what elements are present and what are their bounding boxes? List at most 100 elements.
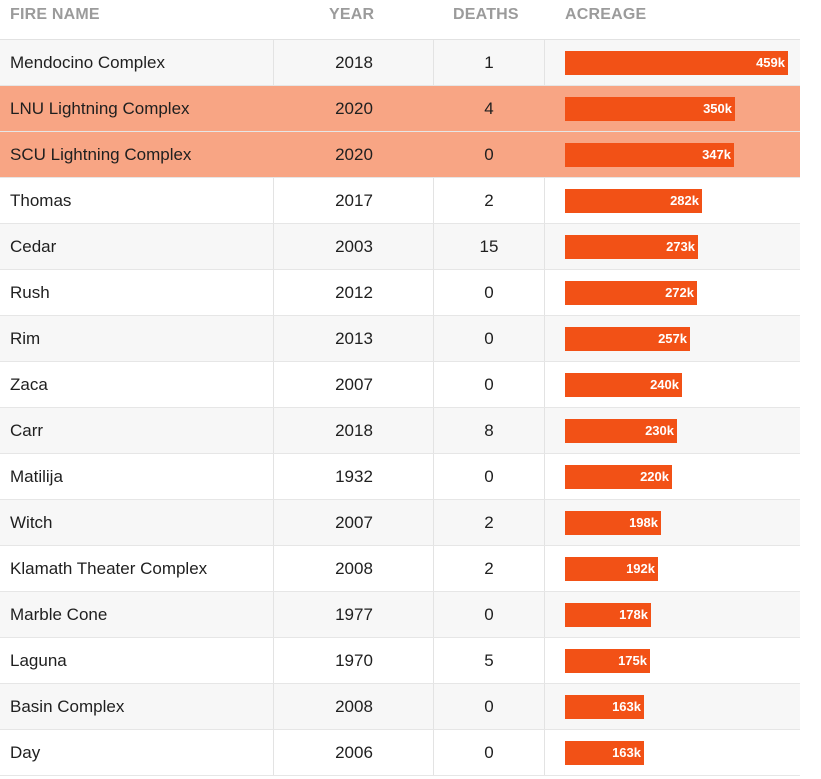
table-row: Basin Complex 2008 0 163k	[0, 684, 800, 730]
column-divider	[433, 638, 434, 683]
header-deaths[interactable]: DEATHS	[453, 6, 519, 23]
fire-name-cell: SCU Lightning Complex	[10, 145, 192, 164]
deaths-cell: 0	[484, 743, 494, 762]
fire-name-cell: LNU Lightning Complex	[10, 99, 190, 118]
acreage-bar-label: 175k	[618, 653, 647, 668]
acreage-bar: 175k	[565, 649, 650, 673]
acreage-cell: 220k	[545, 454, 800, 499]
acreage-cell: 230k	[545, 408, 800, 453]
acreage-bar-label: 347k	[702, 147, 731, 162]
acreage-bar-label: 459k	[756, 55, 785, 70]
column-divider	[433, 500, 434, 545]
acreage-bar: 350k	[565, 97, 735, 121]
column-divider	[273, 316, 274, 361]
acreage-bar: 230k	[565, 419, 677, 443]
acreage-cell: 282k	[545, 178, 800, 223]
fire-name-cell: Laguna	[10, 651, 67, 670]
acreage-bar: 178k	[565, 603, 651, 627]
deaths-cell: 2	[484, 513, 494, 532]
acreage-cell: 163k	[545, 730, 800, 775]
table-row: LNU Lightning Complex 2020 4 350k	[0, 86, 800, 132]
header-fire-name[interactable]: FIRE NAME	[10, 6, 100, 23]
column-divider	[273, 500, 274, 545]
deaths-cell: 0	[484, 375, 494, 394]
column-divider	[544, 592, 545, 637]
fire-name-cell: Rim	[10, 329, 41, 348]
deaths-cell: 0	[484, 697, 494, 716]
year-cell: 2007	[335, 375, 373, 394]
year-cell: 2008	[335, 559, 373, 578]
column-divider	[544, 454, 545, 499]
year-cell: 2013	[335, 329, 373, 348]
column-divider	[433, 40, 434, 85]
column-divider	[273, 730, 274, 775]
fire-name-cell: Thomas	[10, 191, 72, 210]
year-cell: 1977	[335, 605, 373, 624]
year-cell: 1970	[335, 651, 373, 670]
acreage-bar-label: 163k	[612, 745, 641, 760]
year-cell: 2017	[335, 191, 373, 210]
column-divider	[544, 132, 545, 177]
fire-name-cell: Carr	[10, 421, 44, 440]
table-row: Witch 2007 2 198k	[0, 500, 800, 546]
deaths-cell: 1	[484, 53, 494, 72]
table-body: Mendocino Complex 2018 1 459k LNU Lightning …	[0, 40, 800, 776]
table-row: Marble Cone 1977 0 178k	[0, 592, 800, 638]
acreage-bar-label: 350k	[703, 101, 732, 116]
acreage-bar-label: 178k	[619, 607, 648, 622]
acreage-bar-label: 272k	[665, 285, 694, 300]
column-divider	[433, 178, 434, 223]
acreage-bar: 220k	[565, 465, 672, 489]
fire-name-cell: Zaca	[10, 375, 48, 394]
year-cell: 2018	[335, 421, 373, 440]
column-divider	[544, 546, 545, 591]
deaths-cell: 0	[484, 467, 494, 486]
column-divider	[273, 40, 274, 85]
acreage-cell: 257k	[545, 316, 800, 361]
acreage-cell: 198k	[545, 500, 800, 545]
table-row: Cedar 2003 15 273k	[0, 224, 800, 270]
fire-name-cell: Klamath Theater Complex	[10, 559, 208, 578]
acreage-bar: 282k	[565, 189, 702, 213]
column-divider	[544, 270, 545, 315]
column-divider	[273, 454, 274, 499]
year-cell: 2012	[335, 283, 373, 302]
year-cell: 1932	[335, 467, 373, 486]
column-divider	[544, 638, 545, 683]
column-divider	[273, 638, 274, 683]
header-year[interactable]: YEAR	[329, 6, 375, 23]
deaths-cell: 0	[484, 329, 494, 348]
fire-name-cell: Basin Complex	[10, 697, 125, 716]
column-divider	[544, 178, 545, 223]
acreage-bar: 163k	[565, 695, 644, 719]
acreage-cell: 175k	[545, 638, 800, 683]
acreage-cell: 178k	[545, 592, 800, 637]
fire-name-cell: Mendocino Complex	[10, 53, 165, 72]
column-divider	[273, 408, 274, 453]
acreage-cell: 459k	[545, 40, 800, 85]
column-divider	[544, 224, 545, 269]
acreage-cell: 163k	[545, 684, 800, 729]
year-cell: 2003	[335, 237, 373, 256]
acreage-bar-label: 273k	[666, 239, 695, 254]
column-divider	[273, 132, 274, 177]
column-divider	[273, 362, 274, 407]
acreage-bar-label: 220k	[640, 469, 669, 484]
table-row: Zaca 2007 0 240k	[0, 362, 800, 408]
fire-name-cell: Rush	[10, 283, 50, 302]
column-divider	[433, 730, 434, 775]
column-divider	[273, 546, 274, 591]
acreage-bar: 459k	[565, 51, 788, 75]
acreage-cell: 272k	[545, 270, 800, 315]
year-cell: 2008	[335, 697, 373, 716]
table-row: Klamath Theater Complex 2008 2 192k	[0, 546, 800, 592]
acreage-bar: 163k	[565, 741, 644, 765]
header-acreage[interactable]: ACREAGE	[565, 6, 647, 23]
column-divider	[273, 224, 274, 269]
acreage-bar: 257k	[565, 327, 690, 351]
column-divider	[544, 730, 545, 775]
acreage-cell: 350k	[545, 86, 800, 131]
deaths-cell: 0	[484, 283, 494, 302]
column-divider	[433, 86, 434, 131]
fire-table: FIRE NAME YEAR DEATHS ACREAGE Mendocino …	[0, 6, 800, 776]
